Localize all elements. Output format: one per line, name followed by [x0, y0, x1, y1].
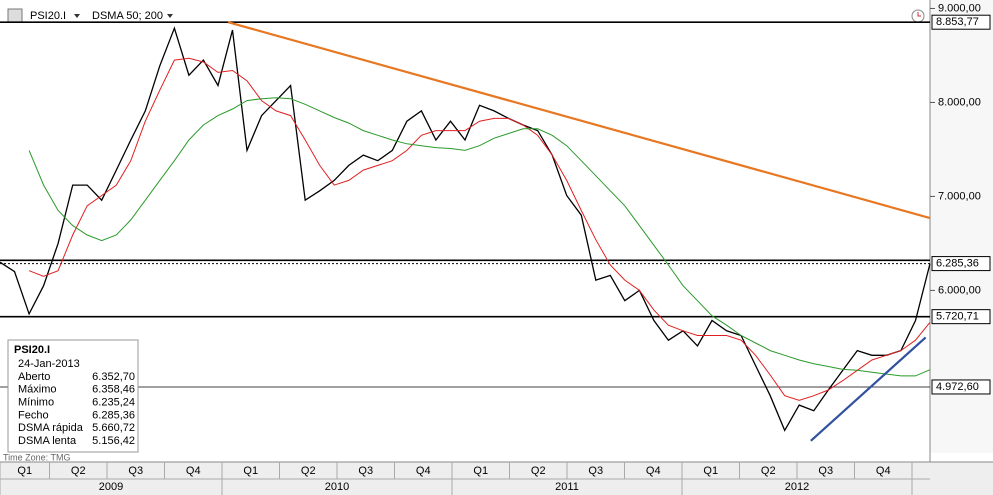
plot [0, 21, 931, 442]
dropdown-arrow[interactable] [74, 14, 80, 18]
y-axis-panel [930, 0, 993, 453]
dropdown-arrow[interactable] [167, 14, 173, 18]
y-tick-label: 6.000,00 [938, 284, 981, 296]
x-tick-label: Q3 [588, 465, 603, 477]
x-tick-label: Q2 [531, 465, 546, 477]
level-label: 5.720,71 [936, 311, 979, 323]
info-label: Máximo [18, 384, 57, 396]
x-tick-label: Q1 [473, 465, 488, 477]
info-value: 5.156,42 [92, 435, 135, 447]
y-tick-label: 7.000,00 [938, 190, 981, 202]
x-tick-label: Q4 [416, 465, 431, 477]
x-tick-label: Q1 [17, 465, 32, 477]
info-label: Mínimo [18, 397, 54, 409]
info-value: 6.352,70 [92, 371, 135, 383]
info-value: 6.358,46 [92, 384, 135, 396]
x-tick-label: Q4 [646, 465, 661, 477]
y-tick-label: 8.000,00 [938, 96, 981, 108]
symbol[interactable]: PSI20.I [30, 10, 66, 22]
x-tick-label: Q2 [301, 465, 316, 477]
year-label: 2010 [325, 481, 349, 493]
header: PSI20.I DSMA 50; 200 [7, 8, 925, 23]
info-label: Fecho [18, 409, 49, 421]
info-box-frame [7, 339, 139, 453]
x-tick-label: Q3 [818, 465, 833, 477]
y-tick-label: 9.000,00 [938, 2, 981, 14]
level-label: 4.972,60 [936, 381, 979, 393]
x-tick-label: Q2 [71, 465, 86, 477]
timezone: Time Zone: TMG [3, 452, 71, 462]
clock-hand [917, 12, 921, 17]
level-label: 8.853,77 [936, 16, 979, 28]
x-tick-label: Q4 [876, 465, 891, 477]
x-tick-label: Q4 [186, 465, 201, 477]
level-label-box [931, 14, 991, 30]
info-label: DSMA lenta [18, 435, 77, 447]
symbol-icon[interactable] [7, 8, 23, 23]
info-label: Aberto [18, 371, 50, 383]
level-label: 6.285,36 [936, 257, 979, 269]
series-line [28, 97, 931, 377]
level-label-box [931, 309, 991, 325]
indicator[interactable]: DSMA 50; 200 [92, 10, 163, 22]
info-title: PSI20.I [14, 344, 50, 356]
info-label: DSMA rápida [18, 422, 84, 434]
year-label: 2009 [99, 481, 123, 493]
x-tick-label: Q3 [128, 465, 143, 477]
info-value: 5.660,72 [92, 422, 135, 434]
x-tick-label: Q1 [243, 465, 258, 477]
trendline [227, 21, 931, 220]
series-line [28, 57, 931, 401]
level-label-box [931, 256, 991, 272]
year-label: 2011 [555, 481, 579, 493]
x-tick-label: Q1 [703, 465, 718, 477]
trendline [810, 336, 927, 442]
info-value: 6.285,36 [92, 409, 135, 421]
level-label-box [931, 379, 991, 395]
x-tick-label: Q3 [358, 465, 373, 477]
series-line [0, 26, 931, 432]
year-label: 2012 [785, 481, 809, 493]
x-tick-label: Q2 [761, 465, 776, 477]
info-date: 24-Jan-2013 [18, 358, 80, 370]
info-value: 6.235,24 [92, 397, 135, 409]
